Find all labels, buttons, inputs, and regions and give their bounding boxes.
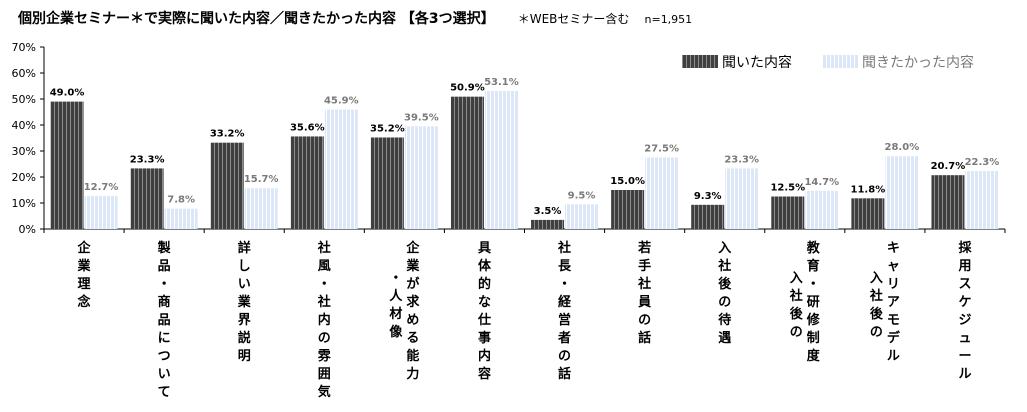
data-label: 11.8% <box>851 184 886 195</box>
bar-wanted <box>645 157 679 229</box>
chart-title: 個別企業セミナー＊で実際に聞いた内容／聞きたかった内容 【各3つ選択】 <box>18 11 495 27</box>
bar-wanted <box>84 195 118 229</box>
category-label: 企業理念 <box>77 240 92 310</box>
legend-label-heard: 聞いた内容 <box>722 54 792 71</box>
sample-size-note: n=1,951 <box>644 13 693 26</box>
data-label: 12.5% <box>770 183 805 194</box>
data-label: 53.1% <box>484 77 519 88</box>
bar-heard <box>210 142 244 229</box>
legend-swatch-wanted <box>822 55 858 68</box>
data-label: 14.7% <box>804 177 839 188</box>
category-label: 具体的な仕事内容 <box>477 241 492 382</box>
chart-value-labels: 49.0% 23.3% 33.2% 35.6% 35.2% 50.9% 3.5% 15.0% 9… <box>50 77 1000 217</box>
bar-wanted <box>885 156 919 229</box>
data-label: 49.0% <box>50 88 85 99</box>
data-label: 35.6% <box>290 122 325 133</box>
data-label: 7.8% <box>167 195 195 206</box>
chart-legend: 聞いた内容 聞きたかった内容 <box>682 54 974 71</box>
category-label: 社長・経営者の話 <box>557 240 572 382</box>
category-label: キャリアモデル <box>887 241 901 364</box>
bar-wanted <box>965 171 999 229</box>
bar-heard <box>931 175 965 229</box>
bar-heard <box>130 168 164 229</box>
data-label: 9.3% <box>694 191 722 202</box>
data-label: 23.3% <box>724 154 759 165</box>
bar-heard <box>611 190 645 229</box>
bar-wanted <box>565 204 599 229</box>
bar-heard <box>531 219 565 229</box>
bar-wanted <box>404 126 438 229</box>
bar-heard <box>450 96 484 229</box>
data-label: 22.3% <box>965 157 1000 168</box>
data-label: 12.7% <box>84 182 119 193</box>
data-label: 23.3% <box>130 154 165 165</box>
data-label: 27.5% <box>644 144 679 155</box>
bar-wanted <box>484 90 518 229</box>
data-label: 50.9% <box>450 83 485 94</box>
bar-heard <box>691 204 725 229</box>
chart-axes: 0% 10% 20% 30% 40% 50% 60% 70% <box>12 41 1006 236</box>
y-tick-label: 70% <box>12 41 36 54</box>
y-tick-label: 40% <box>12 119 36 132</box>
chart-category-labels: 企業理念 製品・商品について 詳しい業界説明 社風・社内の雰囲気 企業が求める能力・人材… <box>77 240 973 400</box>
data-label: 20.7% <box>931 161 966 172</box>
y-tick-label: 60% <box>12 67 36 80</box>
category-label: 製品・商品について <box>157 240 171 400</box>
bar-heard <box>50 101 84 229</box>
bar-wanted <box>244 188 278 229</box>
chart-subtitle: ＊WEBセミナー含む <box>517 12 630 26</box>
data-label: 15.7% <box>244 174 279 185</box>
category-label: 若手社員の話 <box>637 240 651 346</box>
category-label: 詳しい業界説明 <box>237 240 252 364</box>
y-tick-label: 20% <box>12 171 36 184</box>
chart-bars <box>50 90 999 229</box>
data-label: 33.2% <box>210 129 245 140</box>
category-label: 入社後の待遇 <box>717 241 732 346</box>
legend-swatch-heard <box>682 55 718 68</box>
data-label: 45.9% <box>324 96 359 107</box>
y-tick-label: 30% <box>12 145 36 158</box>
y-tick-label: 10% <box>12 197 36 210</box>
data-label: 3.5% <box>534 206 562 217</box>
category-label: 入社後の <box>789 271 804 340</box>
data-label: 15.0% <box>610 176 645 187</box>
y-tick-label: 50% <box>12 93 36 106</box>
legend-label-wanted: 聞きたかった内容 <box>862 54 974 71</box>
bar-heard <box>290 136 324 229</box>
category-label: 企業が求める能力 <box>405 240 420 382</box>
category-label: 教育・研修制度 <box>806 240 821 364</box>
data-label: 28.0% <box>885 142 920 153</box>
category-label: 入社後の <box>869 271 884 340</box>
data-label: 39.5% <box>404 112 439 123</box>
category-label: 採用スケジュール <box>957 240 972 382</box>
bar-wanted <box>324 109 358 229</box>
header: 個別企業セミナー＊で実際に聞いた内容／聞きたかった内容 【各3つ選択】 ＊WEB… <box>18 8 692 28</box>
category-label: ・人材像 <box>389 271 403 340</box>
bar-heard <box>771 196 805 229</box>
bar-heard <box>370 137 404 229</box>
bar-wanted <box>725 168 759 229</box>
data-label: 35.2% <box>370 123 405 134</box>
data-label: 9.5% <box>568 190 596 201</box>
bar-wanted <box>164 208 198 229</box>
bar-wanted <box>805 190 839 229</box>
y-tick-label: 0% <box>19 223 36 236</box>
bar-heard <box>851 198 885 229</box>
category-label: 社風・社内の雰囲気 <box>317 240 332 400</box>
